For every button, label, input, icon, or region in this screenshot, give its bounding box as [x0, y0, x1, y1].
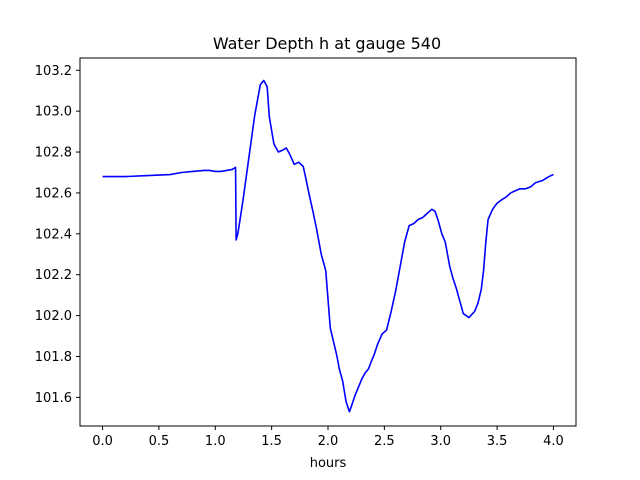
x-tick-label: 4.0 [543, 434, 564, 449]
x-tick-label: 1.0 [205, 434, 226, 449]
x-tick-label: 2.5 [374, 434, 395, 449]
x-tick-label: 3.5 [487, 434, 508, 449]
y-tick-label: 103.0 [35, 105, 72, 120]
plot-area-frame [79, 57, 577, 427]
x-tick-label: 0.0 [92, 434, 113, 449]
x-tick-label: 2.0 [318, 434, 339, 449]
series-line [102, 79, 554, 413]
y-tick-label: 102.2 [35, 268, 72, 283]
y-tick-label: 103.2 [35, 64, 72, 79]
y-tick-label: 101.8 [35, 350, 72, 365]
y-tick-label: 101.6 [35, 391, 72, 406]
y-tick-label: 102.6 [35, 186, 72, 201]
x-axis-label: hours [310, 456, 347, 471]
y-tick-label: 102.0 [35, 309, 72, 324]
y-tick-label: 102.4 [35, 227, 72, 242]
y-tick-label: 102.8 [35, 146, 72, 161]
y-axis: 101.6 101.8 102.0 102.2 102.4 102.6 102.8 103.0… [35, 64, 80, 406]
x-tick-label: 0.5 [149, 434, 170, 449]
x-axis: 0.0 0.5 1.0 1.5 2.0 2.5 3.0 3.5 4.0 [92, 426, 564, 449]
chart-title: Water Depth h at gauge 540 [213, 34, 441, 53]
x-tick-label: 1.5 [261, 434, 282, 449]
x-tick-label: 3.0 [430, 434, 451, 449]
